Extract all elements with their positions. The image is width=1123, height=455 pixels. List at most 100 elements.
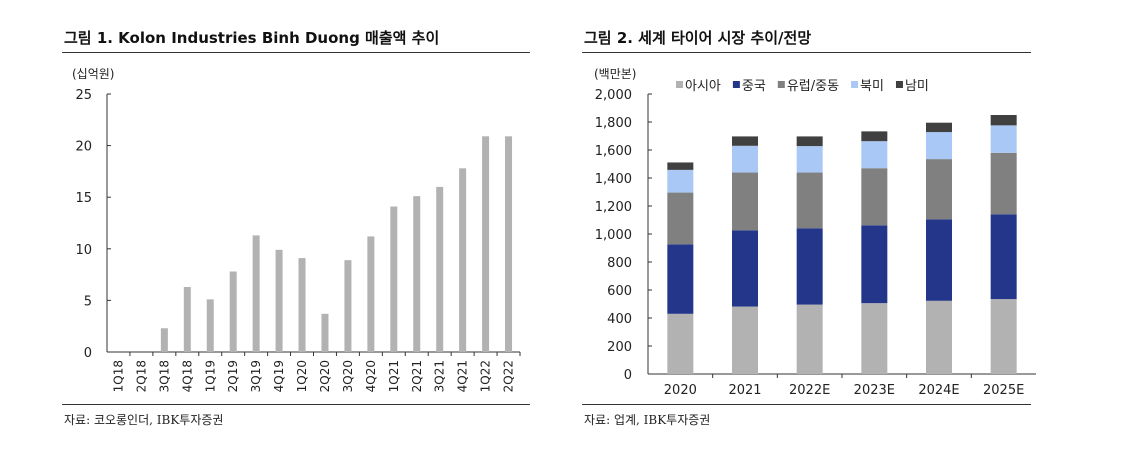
chart1-x-tick-label: 3Q20 (341, 360, 355, 392)
chart1-bar (505, 136, 513, 352)
chart1-x-tick-label: 2Q22 (502, 360, 516, 392)
chart2-bar-segment (796, 172, 823, 229)
chart1-bar (436, 186, 444, 352)
chart2-y-tick-label: 400 (607, 312, 632, 327)
chart1-bar (275, 249, 283, 352)
chart1-y-tick-label: 20 (75, 140, 92, 155)
chart2-bar-segment (667, 169, 694, 193)
chart1-x-tick-label: 2Q19 (226, 360, 240, 392)
chart2-legend-swatch (851, 81, 859, 88)
chart2-bar-segment (990, 299, 1017, 374)
chart2-bar-segment (861, 168, 888, 226)
chart2-bar-segment (732, 136, 758, 146)
chart2-x-tick-label: 2025E (983, 383, 1024, 398)
chart2-bar-segment (796, 304, 823, 374)
chart2-bar-segment (990, 115, 1017, 126)
chart1-x-tick-label: 1Q20 (295, 360, 309, 392)
chart2-bar-segment (667, 192, 694, 245)
chart1-x-tick-label: 2Q20 (318, 360, 332, 392)
chart1-y-tick-label: 15 (75, 191, 92, 206)
chart2-x-tick-label: 2021 (728, 383, 761, 398)
chart2-y-tick-label: 2,000 (595, 88, 632, 103)
chart1-unit: (십억원) (72, 67, 114, 81)
chart2-bar-segment (990, 152, 1017, 215)
chart2-unit: (백만본) (594, 67, 636, 81)
chart2-bar-segment (732, 172, 758, 231)
chart1-y-tick-label: 10 (75, 243, 92, 258)
chart1-top-rule (62, 52, 530, 53)
chart1-bar (459, 168, 467, 352)
chart2-bar-segment (732, 145, 758, 173)
chart2-y-tick-label: 0 (624, 368, 632, 383)
chart2-legend-swatch (732, 81, 740, 88)
chart1-bar (367, 236, 375, 352)
chart2-bar-segment (796, 228, 823, 305)
chart1-x-tick-label: 2Q18 (134, 360, 148, 392)
chart1-bar (252, 235, 260, 352)
chart1-x-tick-label: 3Q19 (249, 360, 263, 392)
chart1-x-tick-label: 3Q18 (157, 360, 171, 392)
chart1-bar (160, 328, 168, 352)
chart1-x-tick-label: 4Q19 (272, 360, 286, 392)
chart2-bar-segment (732, 306, 758, 374)
chart2-bar-segment (667, 162, 694, 170)
chart1-bar (298, 258, 306, 352)
chart2-legend-swatch (777, 81, 785, 88)
chart2-legend-label: 북미 (860, 79, 884, 94)
chart1-bar (183, 286, 191, 352)
chart2-bar-segment (667, 244, 694, 314)
chart1-x-tick-label: 4Q21 (456, 360, 470, 392)
chart1-x-tick-label: 4Q18 (180, 360, 194, 392)
chart2-bottom-rule (582, 404, 1031, 405)
chart2-x-tick-label: 2022E (789, 383, 830, 398)
chart2-x-tick-label: 2024E (918, 383, 959, 398)
chart2-bar-segment (926, 300, 952, 374)
chart2-bar-segment (926, 122, 952, 133)
chart2-bar-segment (796, 146, 823, 173)
chart2-y-tick-label: 600 (607, 284, 632, 299)
chart1-title: 그림 1. Kolon Industries Binh Duong 매출액 추이 (64, 29, 440, 47)
chart1-bar (229, 271, 237, 352)
chart2-legend-label: 아시아 (685, 79, 721, 94)
chart2-x-tick-label: 2023E (854, 383, 895, 398)
chart2-title: 그림 2. 세계 타이어 시장 추이/전망 (584, 29, 812, 47)
chart2-x-tick-label: 2020 (664, 383, 697, 398)
chart2-legend-swatch (895, 81, 903, 88)
chart1-y-tick-label: 25 (75, 88, 92, 103)
chart1-x-tick-label: 1Q21 (387, 360, 401, 392)
chart2-legend-label: 중국 (742, 79, 766, 94)
chart2-y-tick-label: 1,400 (595, 172, 632, 187)
chart1-x-tick-label: 1Q19 (203, 360, 217, 392)
chart2-bar-segment (861, 225, 888, 304)
chart1-x-tick-label: 1Q22 (479, 360, 493, 392)
chart2-bar-segment (990, 214, 1017, 300)
chart2-legend-label: 유럽/중동 (787, 79, 839, 94)
chart2-legend-label: 남미 (905, 79, 929, 94)
chart2-bar-segment (667, 313, 694, 374)
chart2-bar-segment (861, 131, 888, 142)
chart1-bar (482, 136, 490, 352)
chart2-legend-swatch (676, 81, 683, 88)
chart2-bar-segment (796, 136, 823, 147)
chart1-y-tick-label: 5 (84, 294, 92, 309)
chart2-bar-segment (861, 303, 888, 374)
chart1-bar (390, 206, 398, 352)
chart2-y-tick-label: 1,800 (595, 116, 632, 131)
chart2-top-rule (582, 52, 1031, 53)
chart1-source: 자료: 코오롱인더, IBK투자증권 (64, 413, 224, 427)
chart2-bar-segment (926, 132, 952, 160)
chart1-x-tick-label: 2Q21 (410, 360, 424, 392)
chart2-source: 자료: 업계, IBK투자증권 (584, 413, 711, 427)
chart1-bar (413, 196, 421, 352)
chart1-bottom-rule (62, 404, 530, 405)
chart1-bar (206, 299, 214, 352)
chart2-y-tick-label: 1,600 (595, 144, 632, 159)
chart1-x-tick-label: 3Q21 (433, 360, 447, 392)
chart1-y-tick-label: 0 (84, 346, 92, 361)
chart2-bar-segment (990, 125, 1017, 153)
chart2-y-tick-label: 200 (607, 340, 632, 355)
chart2-y-tick-label: 800 (607, 256, 632, 271)
chart2-y-tick-label: 1,200 (595, 200, 632, 215)
chart2-bar-segment (926, 219, 952, 301)
